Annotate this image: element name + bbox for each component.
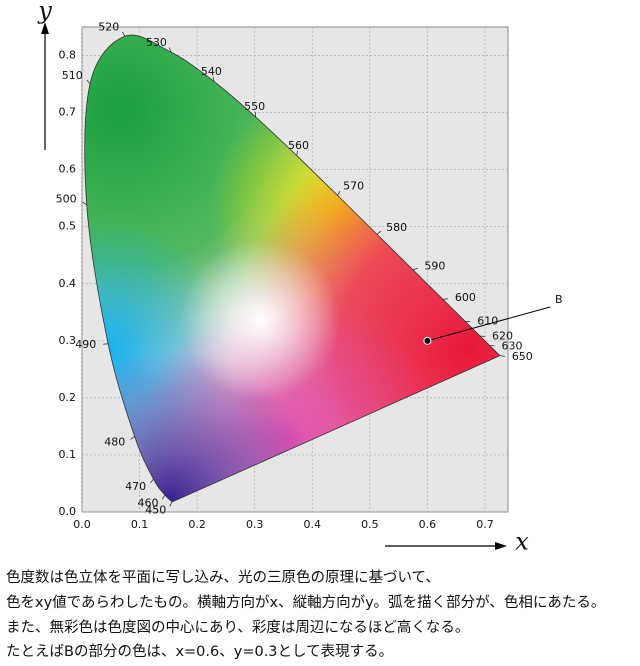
wavelength-label: 560 [288,139,309,152]
caption-line: たとえばBの部分の色は、x=0.6、y=0.3として表現する。 [6,643,393,660]
y-tick-label: 0.0 [59,505,77,518]
wavelength-tick [86,79,91,85]
x-tick-label: 0.4 [304,518,322,531]
wavelength-tick [376,230,382,235]
wavelength-label: 590 [424,259,445,272]
x-tick-label: 0.0 [73,518,91,531]
wavelength-tick [168,47,172,53]
caption-line: 色をxy値であらわしたもの。横軸方向がx、縦軸方向がy。弧を描く部分が、色相にあ… [6,594,605,611]
y-tick-label: 0.4 [59,277,77,290]
wavelength-label: 530 [146,36,167,49]
wavelength-tick [337,190,341,196]
wavelength-label: 620 [492,330,513,343]
x-tick-label: 0.6 [419,518,437,531]
wavelength-label: 500 [56,192,77,205]
point-label: B [555,293,563,306]
wavelength-label: 630 [501,339,522,352]
wavelength-tick [150,478,154,484]
wavelength-tick [169,501,173,507]
x-tick-label: 0.3 [246,518,264,531]
wavelength-label: 550 [244,100,265,113]
wavelength-tick [212,76,215,82]
wavelength-tick [161,494,166,500]
wavelength-tick [296,150,298,156]
wavelength-label: 610 [477,314,498,327]
wavelength-label: 460 [138,497,159,510]
wavelength-label: 570 [343,180,364,193]
wavelength-label: 450 [145,504,166,517]
wavelength-label: 580 [386,221,407,234]
spectral-locus [84,34,501,503]
y-tick-label: 0.2 [59,391,77,404]
x-tick-label: 0.1 [131,518,149,531]
wavelength-label: 510 [62,69,83,82]
y-tick-label: 0.6 [59,163,77,176]
wavelength-tick [442,298,448,300]
y-arrow-head [41,22,49,34]
y-axis-label: y [37,0,52,25]
wavelength-label: 490 [75,338,96,351]
y-tick-label: 0.8 [59,49,77,62]
wavelength-label: 600 [455,291,476,304]
point-b [423,336,432,345]
wavelength-label: 650 [512,350,533,363]
wavelength-tick [122,31,126,37]
caption-line: 色度数は色立体を平面に写し込み、光の三原色の原理に基づいて、 [6,569,440,586]
wavelength-tick [103,343,109,345]
wavelength-tick [499,355,505,357]
leader-line [427,306,551,342]
wavelength-label: 520 [98,20,119,33]
wavelength-label: 540 [201,65,222,78]
wavelength-tick [412,267,418,271]
x-tick-label: 0.5 [361,518,379,531]
y-tick-label: 0.7 [59,106,77,119]
y-tick-label: 0.3 [59,334,77,347]
y-tick-label: 0.1 [59,448,77,461]
wavelength-tick [130,435,135,440]
x-arrow-head [495,542,507,550]
wavelength-label: 470 [125,480,146,493]
wavelength-tick [82,201,87,206]
caption-line: また、無彩色は色度図の中心にあり、彩度は周辺になるほど高くなる。 [6,619,469,636]
y-tick-label: 0.5 [59,220,77,233]
x-tick-label: 0.2 [188,518,206,531]
x-axis-label: x [515,528,529,556]
x-tick-label: 0.7 [476,518,494,531]
wavelength-label: 480 [104,436,125,449]
